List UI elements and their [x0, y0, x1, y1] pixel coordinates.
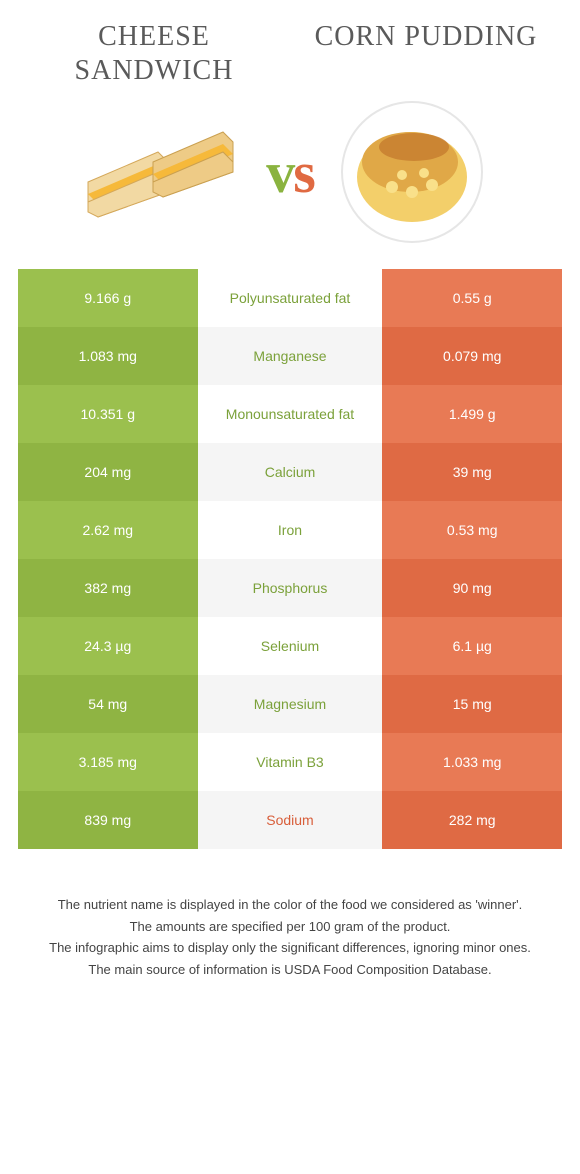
- nutrient-name: Sodium: [198, 791, 383, 849]
- vs-s: s: [293, 140, 314, 205]
- table-row: 204 mgCalcium39 mg: [18, 443, 562, 501]
- right-value: 0.079 mg: [382, 327, 562, 385]
- corn-pudding-icon: [322, 97, 502, 247]
- nutrient-name: Monounsaturated fat: [198, 385, 383, 443]
- left-value: 2.62 mg: [18, 501, 198, 559]
- nutrient-name: Phosphorus: [198, 559, 383, 617]
- footer-line: The main source of information is USDA F…: [22, 960, 558, 980]
- left-value: 382 mg: [18, 559, 198, 617]
- right-value: 1.033 mg: [382, 733, 562, 791]
- right-value: 15 mg: [382, 675, 562, 733]
- left-value: 3.185 mg: [18, 733, 198, 791]
- cheese-sandwich-icon: [78, 97, 258, 247]
- left-value: 54 mg: [18, 675, 198, 733]
- footer-line: The amounts are specified per 100 gram o…: [22, 917, 558, 937]
- footer-notes: The nutrient name is displayed in the co…: [18, 895, 562, 979]
- nutrient-table: 9.166 gPolyunsaturated fat0.55 g1.083 mg…: [18, 269, 562, 849]
- left-value: 9.166 g: [18, 269, 198, 327]
- left-value: 204 mg: [18, 443, 198, 501]
- footer-line: The infographic aims to display only the…: [22, 938, 558, 958]
- nutrient-name: Magnesium: [198, 675, 383, 733]
- right-value: 0.53 mg: [382, 501, 562, 559]
- footer-line: The nutrient name is displayed in the co…: [22, 895, 558, 915]
- nutrient-name: Polyunsaturated fat: [198, 269, 383, 327]
- right-value: 39 mg: [382, 443, 562, 501]
- vs-v: v: [266, 140, 293, 205]
- nutrient-name: Vitamin B3: [198, 733, 383, 791]
- header: Cheese Sandwich Corn Pudding: [18, 20, 562, 87]
- right-value: 6.1 µg: [382, 617, 562, 675]
- table-row: 839 mgSodium282 mg: [18, 791, 562, 849]
- table-row: 2.62 mgIron0.53 mg: [18, 501, 562, 559]
- right-value: 90 mg: [382, 559, 562, 617]
- vs-label: vs: [266, 139, 314, 206]
- left-food-title: Cheese Sandwich: [18, 20, 290, 87]
- table-row: 10.351 gMonounsaturated fat1.499 g: [18, 385, 562, 443]
- table-row: 9.166 gPolyunsaturated fat0.55 g: [18, 269, 562, 327]
- nutrient-name: Iron: [198, 501, 383, 559]
- table-row: 3.185 mgVitamin B31.033 mg: [18, 733, 562, 791]
- images-row: vs: [18, 97, 562, 247]
- table-row: 54 mgMagnesium15 mg: [18, 675, 562, 733]
- right-value: 0.55 g: [382, 269, 562, 327]
- left-value: 1.083 mg: [18, 327, 198, 385]
- left-value: 24.3 µg: [18, 617, 198, 675]
- left-value: 839 mg: [18, 791, 198, 849]
- right-food-title: Corn Pudding: [290, 20, 562, 54]
- table-row: 1.083 mgManganese0.079 mg: [18, 327, 562, 385]
- right-value: 282 mg: [382, 791, 562, 849]
- nutrient-name: Manganese: [198, 327, 383, 385]
- nutrient-name: Selenium: [198, 617, 383, 675]
- table-row: 382 mgPhosphorus90 mg: [18, 559, 562, 617]
- left-value: 10.351 g: [18, 385, 198, 443]
- table-row: 24.3 µgSelenium6.1 µg: [18, 617, 562, 675]
- nutrient-name: Calcium: [198, 443, 383, 501]
- right-value: 1.499 g: [382, 385, 562, 443]
